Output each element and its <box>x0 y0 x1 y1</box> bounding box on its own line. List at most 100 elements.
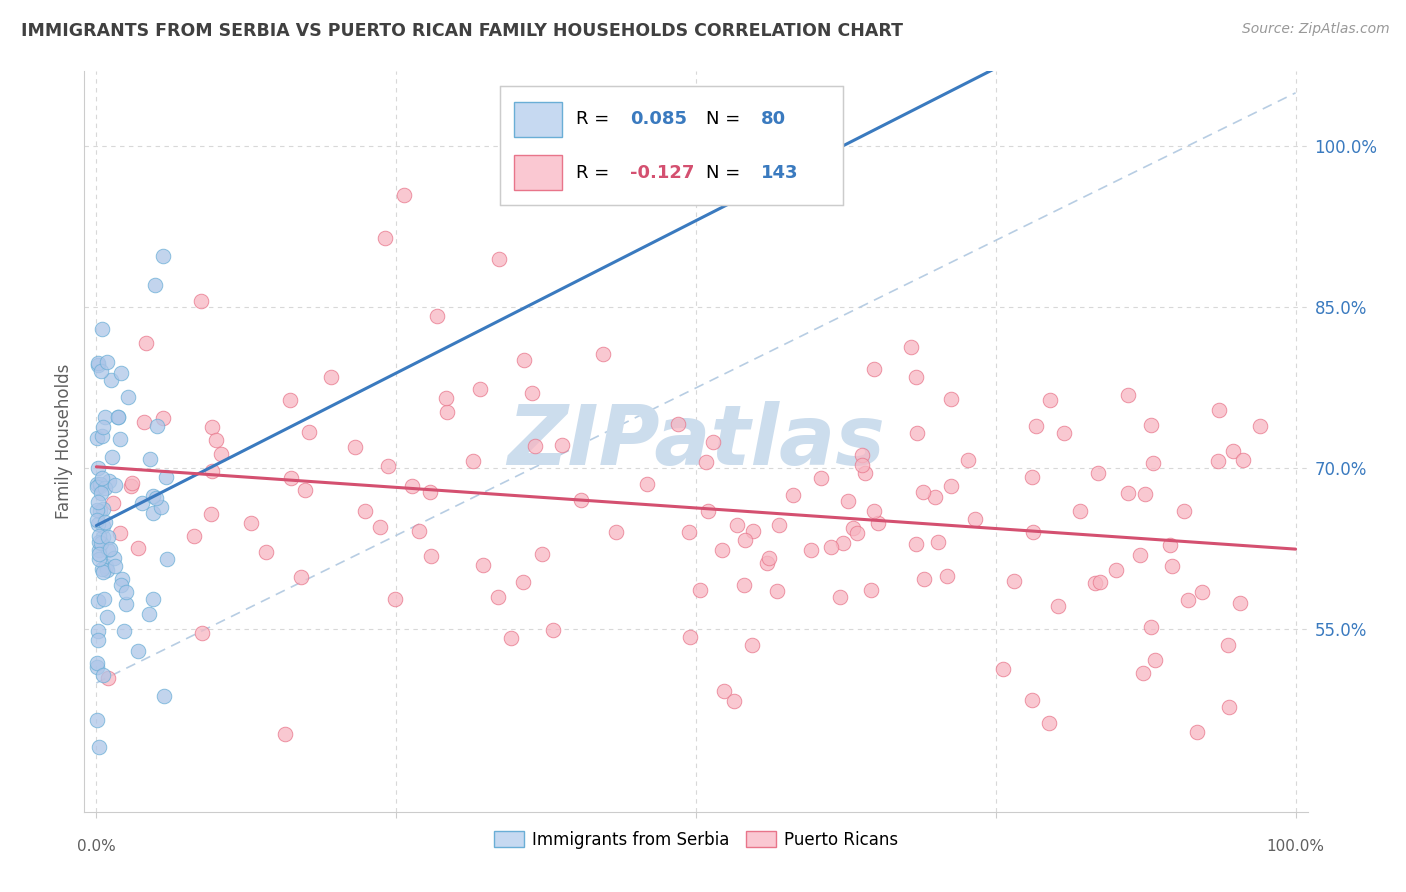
Point <box>87 542 110 557</box>
Point <box>127 541 149 555</box>
Point <box>1140 418 1163 433</box>
Point <box>1021 692 1043 706</box>
Point <box>91 502 114 516</box>
Point <box>90 429 112 443</box>
Point <box>800 543 823 558</box>
Point <box>541 624 564 638</box>
Point <box>1116 388 1139 402</box>
Point <box>368 520 391 534</box>
Point <box>190 294 212 309</box>
Point <box>104 478 127 492</box>
Point <box>723 694 745 708</box>
Point <box>905 425 928 440</box>
Point <box>742 524 765 538</box>
Point <box>851 458 873 472</box>
Point <box>1088 575 1111 590</box>
Point <box>121 475 143 490</box>
Point <box>689 582 711 597</box>
Point <box>419 485 441 500</box>
Point <box>853 466 876 480</box>
Point <box>1038 715 1060 730</box>
Point <box>522 385 544 400</box>
Point <box>100 373 122 387</box>
Point <box>98 474 121 488</box>
Point <box>343 440 366 454</box>
Point <box>1084 576 1107 591</box>
Point <box>927 534 949 549</box>
Point <box>280 471 302 485</box>
Text: 0.0%: 0.0% <box>77 838 115 854</box>
Point <box>200 507 222 521</box>
Point <box>87 358 110 372</box>
Point <box>90 471 112 485</box>
Point <box>87 740 110 755</box>
Text: 100.0%: 100.0% <box>1267 838 1324 854</box>
Point <box>239 516 262 530</box>
Point <box>86 660 108 674</box>
Point <box>86 432 108 446</box>
Point <box>1185 725 1208 739</box>
Point <box>434 391 457 405</box>
Point <box>1116 486 1139 500</box>
Point <box>1025 419 1047 434</box>
Point <box>374 230 396 244</box>
Point <box>1144 653 1167 667</box>
Point <box>91 519 114 533</box>
Point <box>468 382 491 396</box>
Point <box>110 432 132 446</box>
Text: IMMIGRANTS FROM SERBIA VS PUERTO RICAN FAMILY HOUSEHOLDS CORRELATION CHART: IMMIGRANTS FROM SERBIA VS PUERTO RICAN F… <box>21 22 903 40</box>
Point <box>851 448 873 462</box>
Text: ZIPatlas: ZIPatlas <box>508 401 884 482</box>
Point <box>91 419 114 434</box>
Point <box>191 625 214 640</box>
Point <box>152 410 174 425</box>
Point <box>139 452 162 467</box>
Point <box>86 633 108 648</box>
Point <box>965 512 987 526</box>
Point <box>426 309 449 323</box>
Point <box>201 464 224 478</box>
Point <box>110 525 132 540</box>
Point <box>86 624 108 639</box>
Point <box>91 565 114 579</box>
Point <box>810 471 832 485</box>
Point <box>733 578 755 592</box>
Point <box>87 552 110 566</box>
Point <box>117 391 139 405</box>
Point <box>353 503 375 517</box>
Point <box>115 598 138 612</box>
Point <box>1249 419 1271 434</box>
Point <box>86 503 108 517</box>
Point <box>1069 504 1091 518</box>
Point <box>87 516 110 531</box>
Point <box>1129 548 1152 562</box>
Point <box>900 340 922 354</box>
Point <box>1159 538 1181 552</box>
Point <box>512 574 534 589</box>
Point <box>93 482 115 496</box>
Point <box>94 410 117 425</box>
Point <box>87 547 110 561</box>
Point <box>142 489 165 503</box>
Point <box>145 491 167 506</box>
Point <box>143 278 166 293</box>
Point <box>713 684 735 698</box>
Point <box>1022 524 1045 539</box>
Point <box>758 551 780 566</box>
Point <box>569 492 592 507</box>
Point <box>863 362 886 376</box>
Point <box>831 535 853 549</box>
Point <box>702 434 724 449</box>
Point <box>89 476 111 491</box>
Point <box>280 392 302 407</box>
Point <box>103 551 125 566</box>
Point <box>115 584 138 599</box>
Point <box>486 590 509 604</box>
Point <box>91 322 114 336</box>
Point <box>551 438 574 452</box>
Point <box>408 524 430 538</box>
Point <box>120 478 142 492</box>
Point <box>107 409 129 424</box>
Point <box>499 632 522 646</box>
Point <box>150 500 173 514</box>
